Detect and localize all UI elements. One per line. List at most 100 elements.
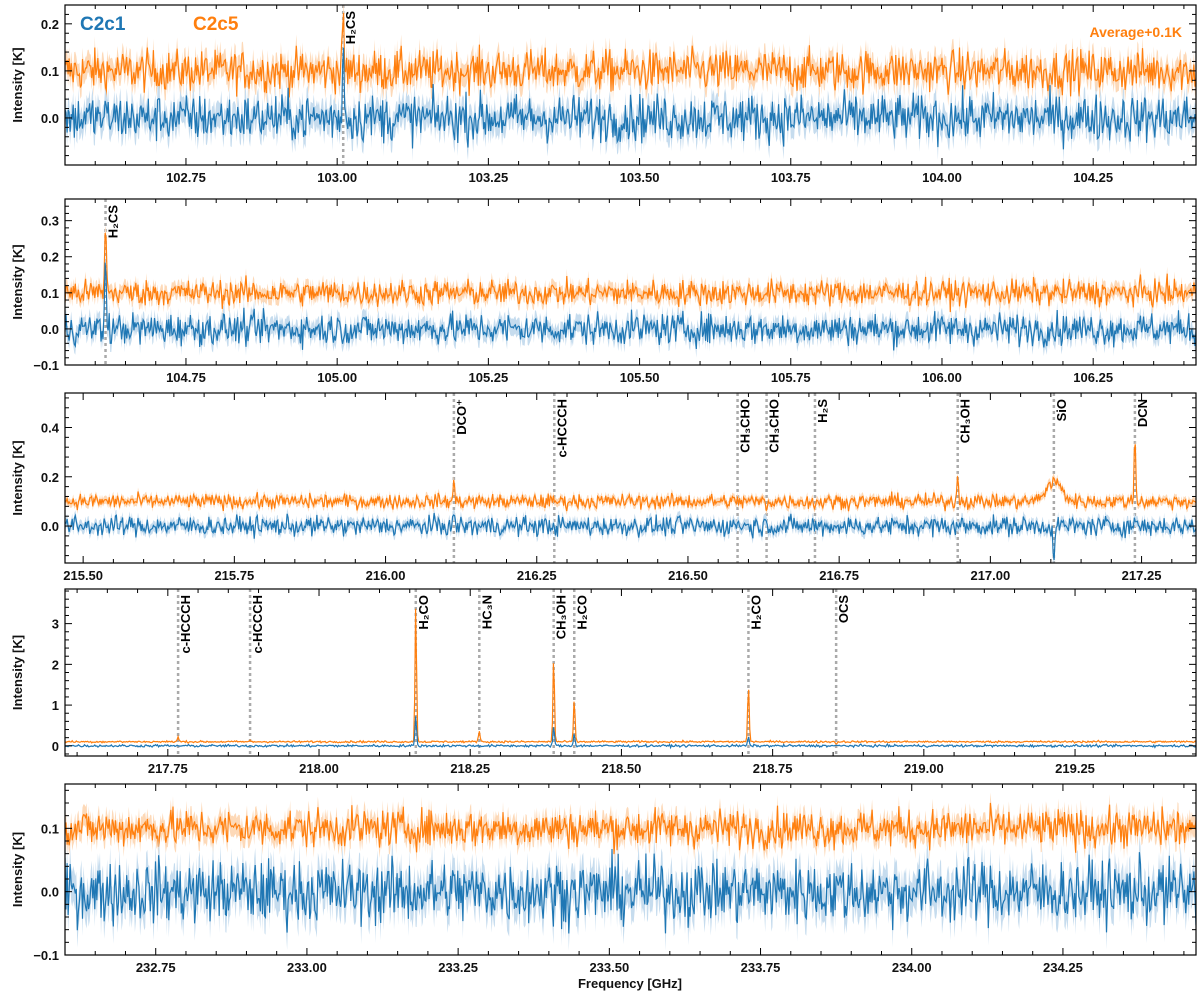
line-label: SiO [1054,399,1069,421]
series-c2c5-line [65,232,1196,313]
panel-2: 104.75 105.00 105.25 105.50 105.75 106.00 106.… [10,198,1197,385]
x-tick-label: 219.00 [904,761,944,776]
panel-frame [64,4,1197,166]
y-axis-label: Intensity [K] [10,244,25,319]
x-tick-label: 217.25 [1122,568,1162,583]
x-tick-label: 232.75 [136,960,176,975]
panel-frame [64,392,1197,564]
x-tick-label: 233.00 [287,960,327,975]
panel-frame [64,783,1197,956]
x-tick-label: 217.75 [148,761,188,776]
series-c2c5-line [65,608,1196,746]
y-tick-label: 0.0 [41,519,59,534]
x-tick-label: 103.75 [771,170,811,185]
x-tick-label: 233.75 [741,960,781,975]
series-c2c1-line [65,716,1196,750]
line-label: DCO⁺ [454,399,469,435]
panel-1: 102.75 103.00 103.25 103.50 103.75 104.00 104.… [10,4,1197,185]
x-axis-label: Frequency [GHz] [578,976,682,991]
series-c2c1-line [65,262,1196,351]
x-tick-label: 104.00 [922,170,962,185]
line-label: HC₃N [479,595,494,629]
x-tick-label: 106.00 [922,370,962,385]
y-tick-label: −0.1 [33,948,59,963]
y-tick-label: 3 [52,617,59,632]
y-tick-label: −0.1 [33,358,59,373]
line-label: H₂CS [106,205,121,239]
series-c2c5-line [65,802,1196,855]
panel-3: 215.50 215.75 216.00 216.25 216.50 216.75 217.… [10,392,1197,583]
line-label: DCN [1135,399,1150,427]
series-c2c5-band [65,608,1196,745]
panel-5: 232.75 233.00 233.25 233.50 233.75 234.00 234.… [10,783,1197,975]
series-c2c1-line [65,47,1196,150]
x-tick-label: 219.25 [1055,761,1095,776]
line-label: CH₃CHO [738,399,753,453]
x-tick-label: 218.50 [602,761,642,776]
legend-c2c5: C2c5 [193,14,239,35]
plot-area [65,5,1196,165]
x-tick-label: 218.25 [450,761,490,776]
x-tick-label: 233.25 [438,960,478,975]
series-c2c1-line [65,512,1196,561]
panel-frame [64,588,1197,757]
x-tick-label: 216.00 [366,568,406,583]
y-tick-label: 0.2 [41,17,59,32]
plot-area [65,393,1196,563]
x-tick-label: 105.50 [620,370,660,385]
line-label: H₂CO [416,595,431,630]
x-tick-label: 105.25 [468,370,508,385]
x-tick-label: 218.00 [299,761,339,776]
series-c2c5-band [65,225,1196,320]
y-tick-label: 0 [52,739,59,754]
y-axis-label: Intensity [K] [10,832,25,907]
line-label: c-HCCCH [250,595,265,654]
x-tick-label: 233.50 [589,960,629,975]
x-tick-label: 218.75 [753,761,793,776]
line-label: OCS [836,595,851,624]
series-c2c1-line [65,848,1196,934]
x-tick-label: 103.25 [468,170,508,185]
y-tick-label: 0.0 [41,322,59,337]
panel-4: 217.75 218.00 218.25 218.50 218.75 219.00 219.… [10,588,1197,776]
x-tick-label: 215.50 [63,568,103,583]
x-tick-label: 215.75 [214,568,254,583]
x-tick-label: 103.50 [620,170,660,185]
plot-area [65,792,1196,951]
y-tick-label: 0.3 [41,214,59,229]
plot-area [65,199,1196,365]
line-label: H₂CO [748,595,763,630]
x-tick-label: 216.75 [819,568,859,583]
x-tick-label: 104.75 [166,370,206,385]
y-axis-label: Intensity [K] [10,47,25,122]
y-tick-label: 0.1 [41,821,59,836]
y-tick-label: 0.4 [41,420,60,435]
line-label: CH₃OH [554,595,569,639]
line-label: CH₃OH [958,399,973,443]
series-c2c1-band [65,715,1196,749]
y-tick-label: 0.1 [41,64,59,79]
plot-area [65,589,1196,756]
series-c2c5-line [65,12,1196,98]
y-tick-label: 1 [52,698,59,713]
x-tick-label: 216.25 [517,568,557,583]
legend-c2c1: C2c1 [80,14,126,35]
x-tick-label: 234.00 [892,960,932,975]
line-label: H₂S [815,399,830,423]
y-tick-label: 0.0 [41,885,59,900]
y-tick-label: 2 [52,657,59,672]
x-tick-label: 104.25 [1073,170,1113,185]
x-tick-label: 105.75 [771,370,811,385]
line-label: c-HCCCH [178,595,193,654]
series-c2c5-band [65,792,1196,865]
y-tick-label: 0.2 [41,250,59,265]
x-tick-label: 217.00 [970,568,1010,583]
x-tick-label: 234.25 [1043,960,1083,975]
y-tick-label: 0.0 [41,111,59,126]
x-tick-label: 216.50 [668,568,708,583]
panel-frame [64,198,1197,366]
line-label: c-HCCCH [554,399,569,458]
x-tick-label: 102.75 [166,170,206,185]
